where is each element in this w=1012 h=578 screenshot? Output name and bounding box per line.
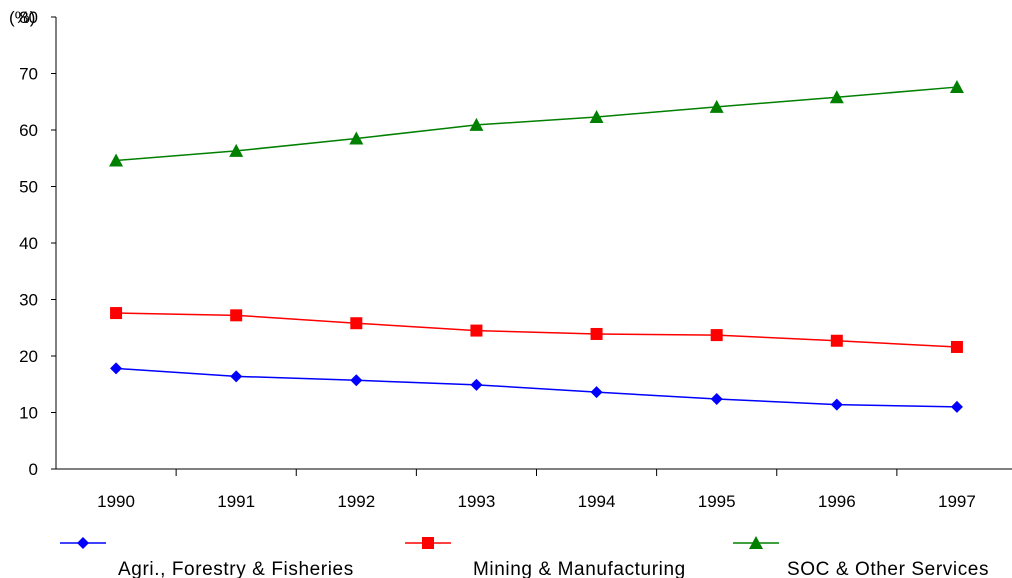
y-axis-unit-label: (%)	[9, 8, 35, 27]
data-point	[230, 370, 243, 383]
x-tick-label: 1990	[97, 492, 135, 511]
x-tick-label: 1994	[578, 492, 616, 511]
x-tick-label: 1991	[217, 492, 255, 511]
data-point	[950, 400, 963, 413]
data-point	[709, 99, 724, 113]
chart-ticks: 0 10 20 30 40 50 60 70 80(%) 1990 1991 1992 1993 1994…	[9, 8, 976, 511]
y-tick-label: 40	[19, 234, 38, 253]
x-tick-label: 1993	[458, 492, 496, 511]
data-point	[350, 317, 363, 330]
y-tick-label: 60	[19, 121, 38, 140]
data-point	[590, 327, 603, 340]
y-tick-label: 0	[29, 460, 38, 479]
data-point	[469, 117, 484, 131]
data-point	[710, 329, 723, 342]
y-tick-label: 30	[19, 291, 38, 310]
data-point	[710, 392, 723, 405]
legend-item-3: SOC & Other Services	[733, 536, 989, 578]
legend-marker	[422, 537, 434, 549]
data-point	[229, 143, 244, 157]
data-point	[589, 110, 604, 124]
legend-marker	[749, 536, 763, 549]
chart-axes	[55, 17, 1012, 470]
y-tick-label: 70	[19, 65, 38, 84]
series-line	[116, 312, 957, 348]
data-point	[950, 340, 963, 353]
series-3	[109, 80, 964, 167]
y-tick-label: 20	[19, 347, 38, 366]
legend-label: SOC & Other Services	[787, 559, 989, 578]
legend-marker	[77, 537, 89, 549]
series-2	[110, 307, 963, 353]
series-line	[116, 86, 958, 162]
series-line	[116, 367, 957, 408]
y-tick-label: 50	[19, 178, 38, 197]
legend-label: Agri., Forestry & Fisheries	[118, 559, 354, 578]
data-point	[230, 309, 243, 322]
chart-legend: Agri., Forestry & Fisheries Mining & Manu…	[60, 536, 989, 578]
legend-item-1: Agri., Forestry & Fisheries	[60, 537, 354, 578]
x-tick-label: 1992	[337, 492, 375, 511]
legend-item-2: Mining & Manufacturing	[405, 537, 686, 578]
data-point	[470, 324, 483, 337]
y-tick-label: 10	[19, 404, 38, 423]
x-tick-label: 1995	[698, 492, 736, 511]
data-point	[110, 362, 123, 375]
data-point	[350, 374, 363, 387]
data-point	[830, 334, 843, 347]
data-point	[590, 386, 603, 399]
x-tick-label: 1996	[818, 492, 856, 511]
y-tick-label: 80	[19, 8, 38, 27]
legend-label: Mining & Manufacturing	[473, 559, 686, 578]
data-point	[109, 153, 124, 167]
data-point	[949, 80, 964, 94]
data-point	[830, 398, 843, 411]
data-point	[110, 307, 123, 320]
data-point	[470, 378, 483, 391]
series-1	[110, 362, 963, 413]
data-point	[829, 90, 844, 104]
x-tick-label: 1997	[938, 492, 976, 511]
data-point	[349, 131, 364, 145]
chart-series	[109, 80, 964, 413]
